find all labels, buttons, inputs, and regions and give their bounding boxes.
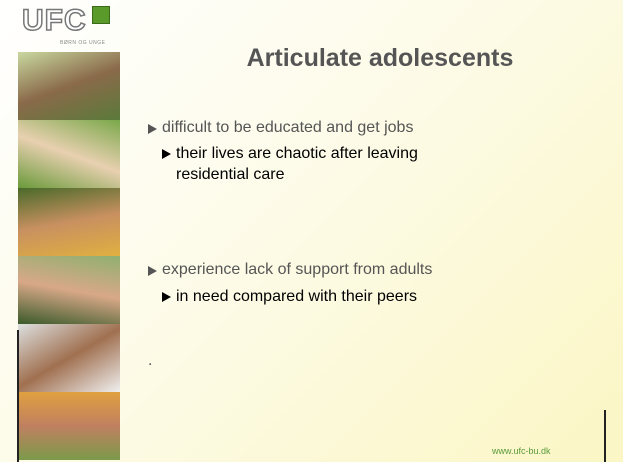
logo-icon [92, 6, 110, 24]
logo: UFC [22, 4, 87, 38]
bullet: difficult to be educated and get jobs [162, 119, 413, 137]
stray-text: . [148, 352, 152, 370]
photo-strip [18, 52, 120, 462]
sub-bullet: in need compared with their peers [176, 286, 476, 307]
sub-bullet: their lives are chaotic after leaving re… [176, 143, 426, 185]
frame-edge [604, 410, 606, 462]
slide: UFC BØRN OG UNGE Articulate adolescents … [0, 0, 623, 462]
slide-title: Articulate adolescents [140, 44, 620, 73]
frame-edge [17, 330, 19, 462]
bullet: experience lack of support from adults [162, 261, 432, 279]
footer-url: www.ufc-bu.dk [492, 446, 551, 456]
logo-tagline: BØRN OG UNGE [60, 40, 105, 46]
